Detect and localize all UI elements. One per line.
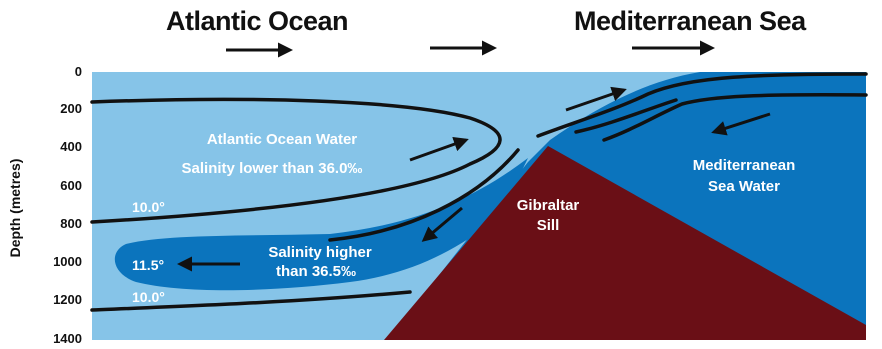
med-water-label-line1: Mediterranean [693, 157, 796, 174]
gibraltar-sill [384, 146, 866, 340]
inflow-arrow [409, 136, 469, 162]
depth-tick: 200 [60, 101, 82, 116]
depth-axis-label: Depth (metres) [7, 159, 23, 258]
depth-tick: 1400 [53, 331, 82, 346]
temp-upper-label: 10.0° [132, 199, 165, 215]
temp-core-label: 11.5° [132, 257, 164, 273]
current-lines [90, 72, 868, 312]
temp-lower-label: 10.0° [132, 289, 165, 305]
med-outflow-arrow [711, 112, 771, 136]
cross-section: Atlantic Ocean Water Salinity lower than… [90, 72, 868, 340]
upper-inflow-arrow [565, 86, 627, 112]
depth-tick: 800 [60, 216, 82, 231]
mediterranean-sea-header: Mediterranean Sea [574, 6, 807, 36]
interface-line-3 [602, 93, 868, 142]
outflow-upper-line [328, 148, 520, 242]
atlantic-loop-line [90, 97, 502, 224]
depth-axis: Depth (metres) 0 200 400 600 800 1000 12… [7, 64, 82, 346]
sill-label-line2: Sill [537, 217, 560, 234]
atlantic-water-label: Atlantic Ocean Water [207, 131, 357, 148]
atlantic-ocean-header: Atlantic Ocean [166, 6, 348, 36]
salinity-high-label-line1: Salinity higher [268, 244, 372, 261]
surface-current-arrows [226, 40, 715, 58]
outflow-lower-line [90, 290, 412, 312]
depth-tick: 1000 [53, 254, 82, 269]
outflow-tongue [114, 158, 528, 291]
interface-line-2 [574, 98, 678, 134]
depth-tick: 600 [60, 178, 82, 193]
descending-outflow-arrow [421, 206, 463, 242]
depth-tick: 400 [60, 139, 82, 154]
sill-label-line1: Gibraltar [517, 197, 580, 214]
med-water-label-line2: Sea Water [708, 178, 780, 195]
flow-arrows [177, 86, 771, 272]
depth-tick: 1200 [53, 292, 82, 307]
salinity-high-label-line2: than 36.5‰ [276, 263, 356, 280]
atlantic-salinity-label: Salinity lower than 36.0‰ [182, 160, 363, 177]
interface-line-1 [536, 72, 868, 138]
depth-tick: 0 [75, 64, 82, 79]
